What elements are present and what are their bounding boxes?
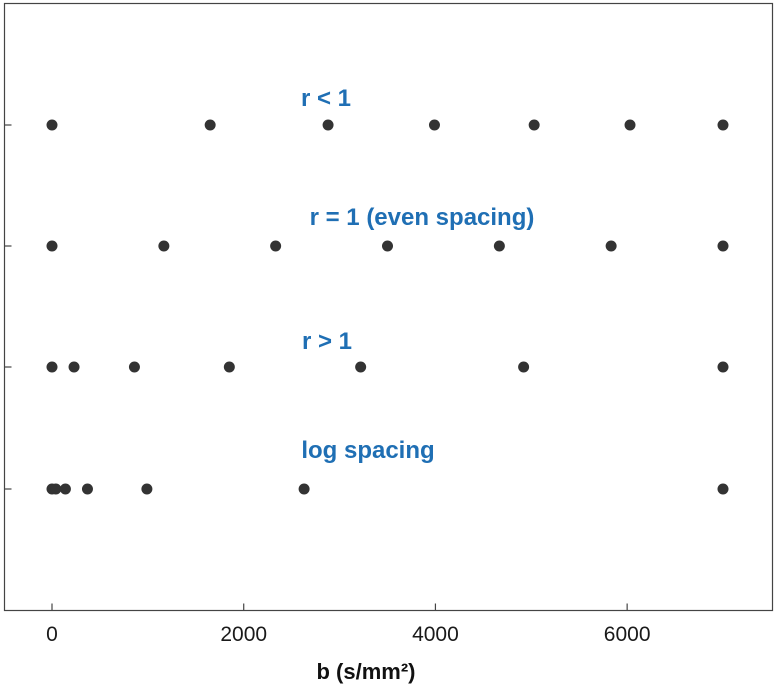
data-point [141, 483, 153, 495]
x-axis-title: b (s/mm²) [317, 659, 416, 684]
data-point [624, 119, 636, 131]
data-point [528, 119, 540, 131]
data-point [518, 361, 530, 373]
y-axis-ticks [4, 124, 12, 490]
data-point [605, 240, 617, 252]
data-point [717, 483, 729, 495]
series-label: log spacing [301, 437, 434, 464]
data-point [717, 240, 729, 252]
data-point [428, 119, 440, 131]
x-tick-label: 6000 [604, 623, 651, 646]
data-point [46, 361, 58, 373]
series-label: r > 1 [302, 328, 352, 355]
data-point [382, 240, 393, 252]
data-point [322, 119, 334, 131]
data-point [493, 240, 505, 252]
x-tick-label: 2000 [220, 623, 267, 646]
x-tick-label: 4000 [412, 623, 459, 646]
data-point [50, 483, 62, 495]
data-point [355, 361, 367, 373]
data-point [204, 119, 216, 131]
data-point [717, 361, 729, 373]
series-label: r < 1 [301, 85, 351, 112]
data-point [223, 361, 235, 373]
data-points [46, 119, 729, 495]
data-point [717, 119, 729, 131]
data-point [46, 240, 58, 252]
data-point [128, 361, 140, 373]
x-tick-label: 0 [46, 623, 58, 646]
data-point [158, 240, 170, 252]
data-point [298, 483, 310, 495]
data-point [68, 361, 80, 373]
plot-frame [3, 2, 774, 612]
series-label: r = 1 (even spacing) [310, 204, 535, 231]
data-point [46, 119, 58, 131]
data-point [81, 483, 93, 495]
x-axis-ticks: 0 2000 4000 6000 [46, 603, 651, 646]
data-point [59, 483, 71, 495]
data-point [270, 240, 282, 252]
series-labels: r < 1 r = 1 (even spacing) r > 1 log spacin… [301, 85, 534, 464]
